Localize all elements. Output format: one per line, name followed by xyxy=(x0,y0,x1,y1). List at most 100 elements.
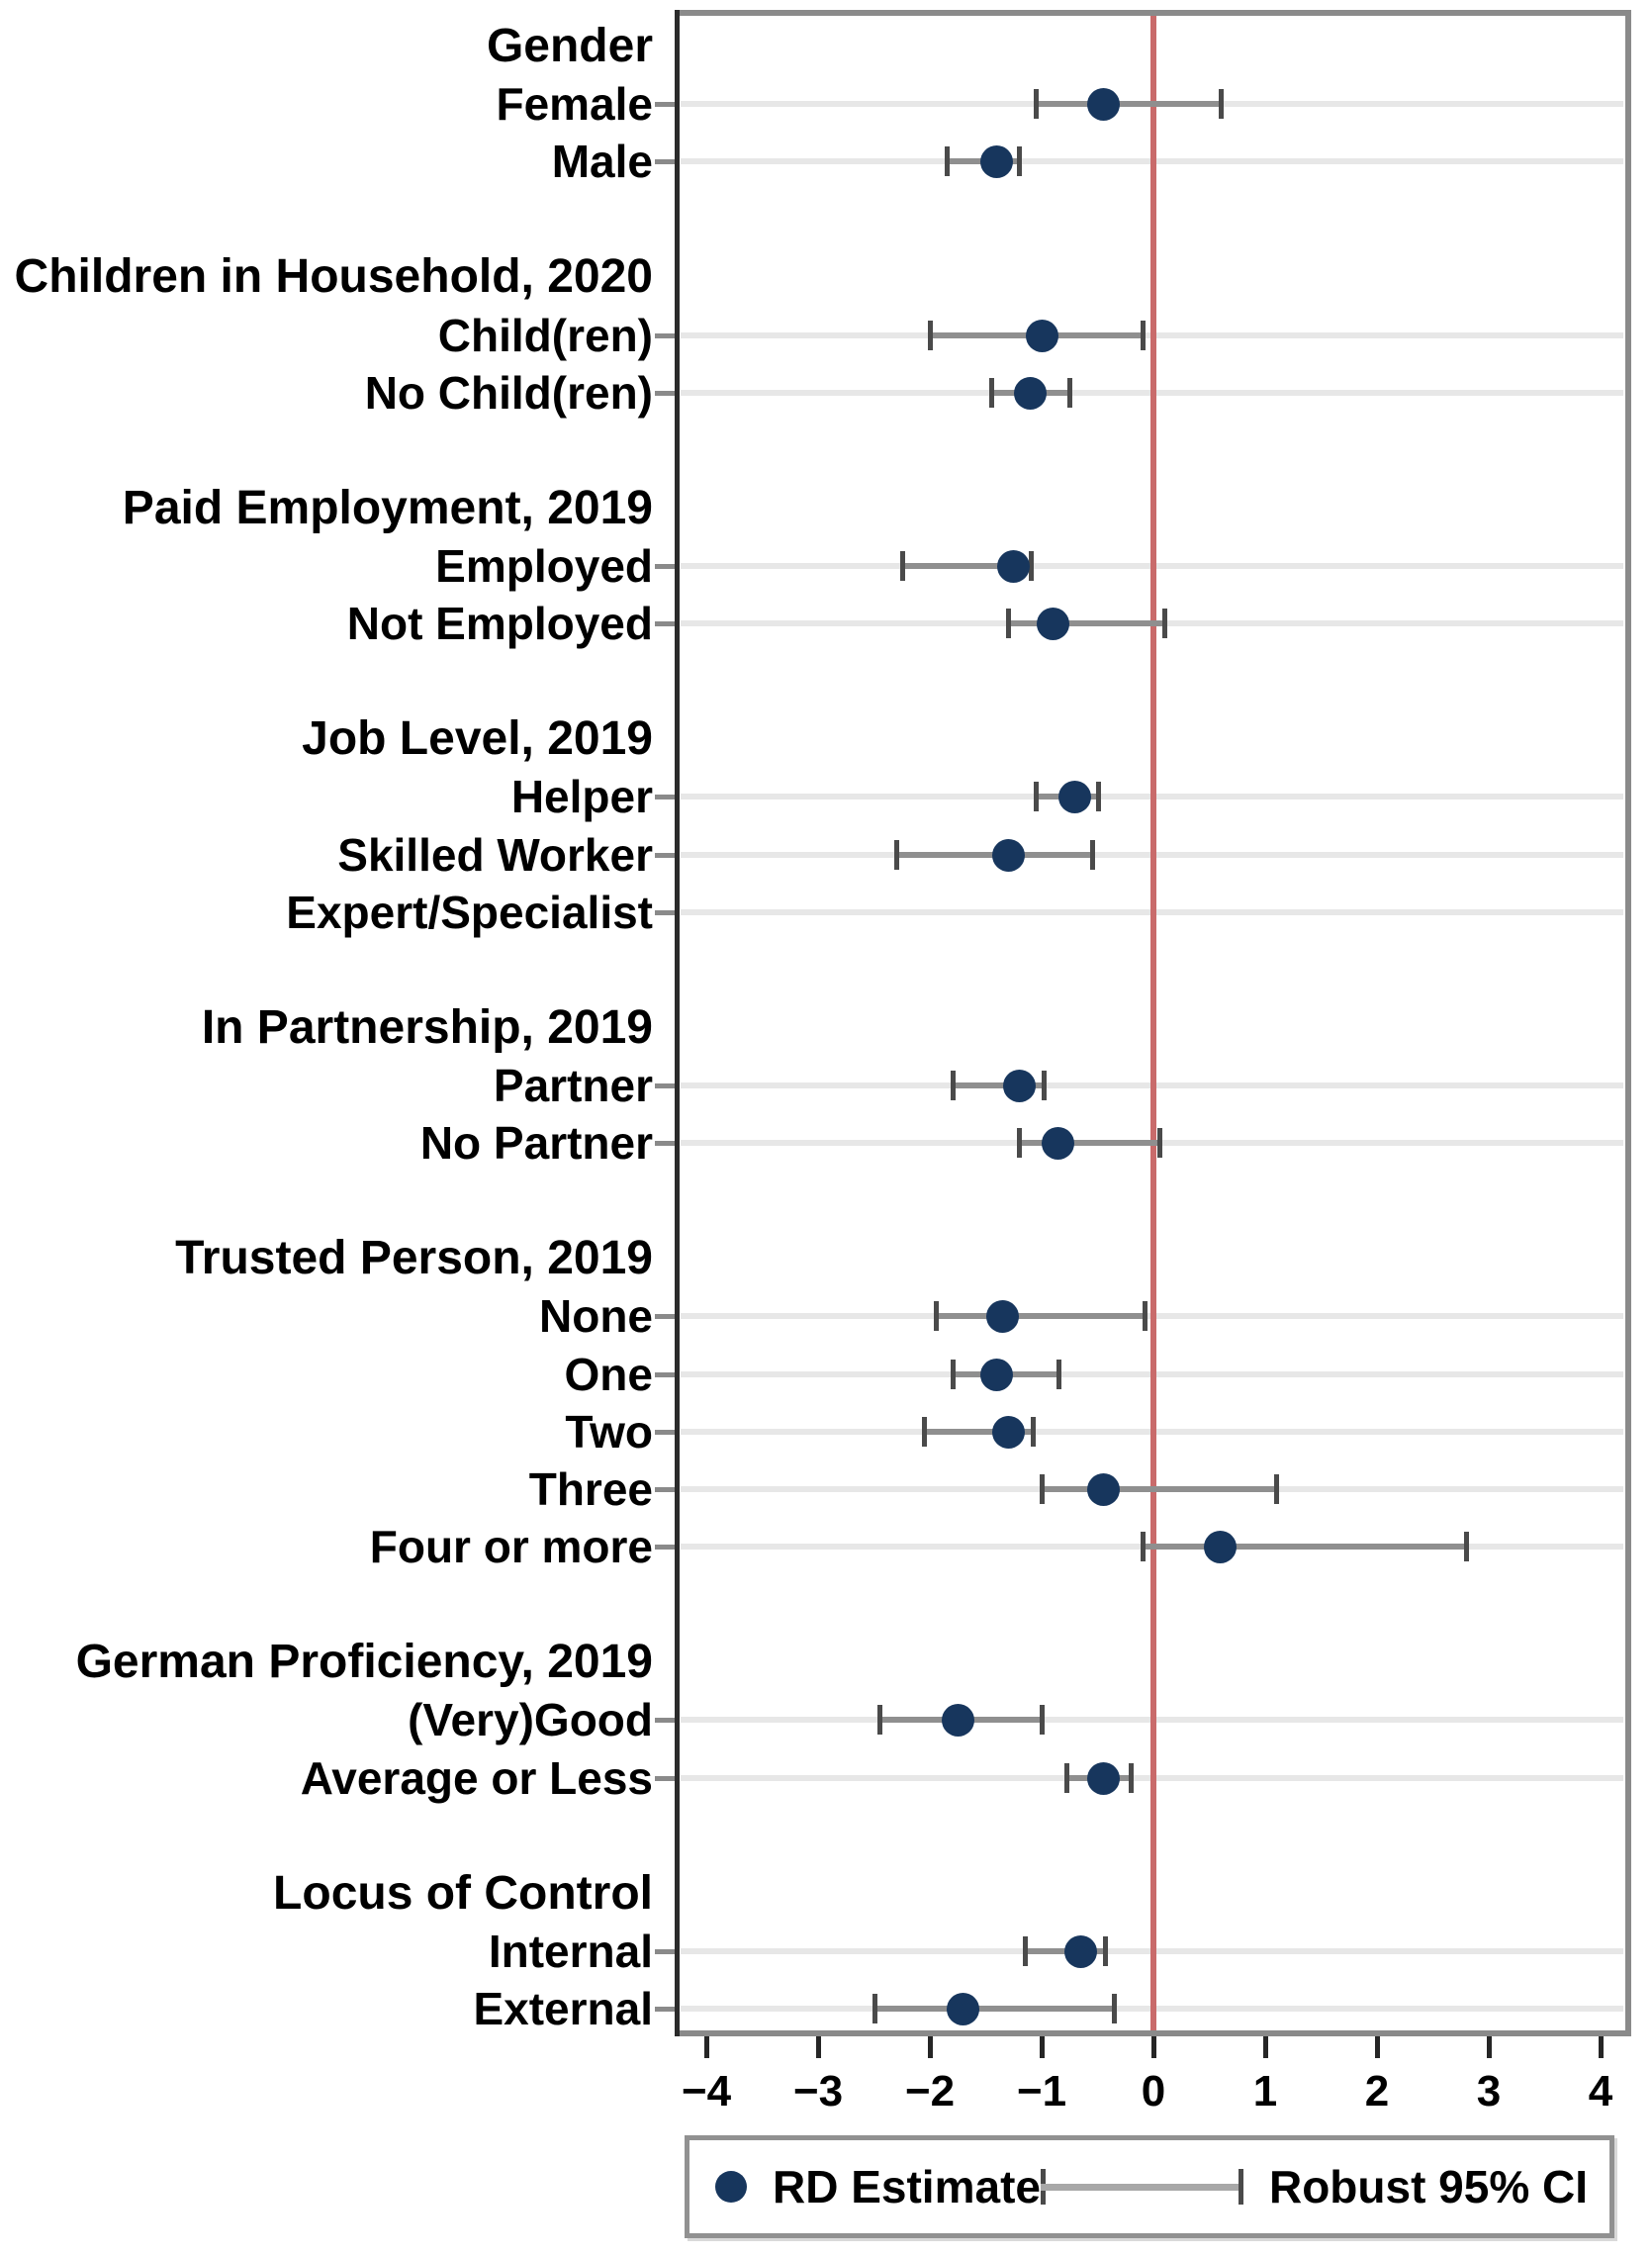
row-label: One xyxy=(564,1349,653,1400)
plot-frame-right xyxy=(1625,10,1631,2036)
plot-frame-top xyxy=(675,10,1631,16)
estimate-dot xyxy=(1058,780,1092,813)
row-label: Employed xyxy=(435,540,653,592)
ci-cap-left xyxy=(1023,1936,1029,1966)
group-header-label: German Proficiency, 2019 xyxy=(75,1636,653,1688)
x-axis-tick-label: 0 xyxy=(1141,2067,1166,2116)
row-label: No Child(ren) xyxy=(364,367,653,419)
x-axis-tick xyxy=(704,2036,709,2058)
legend-ci-cap-right xyxy=(1238,2169,1243,2205)
y-axis-tick xyxy=(655,1083,679,1088)
ci-cap-left xyxy=(872,1994,877,2023)
ci-line xyxy=(1142,1544,1467,1550)
legend-box: RD Estimate Robust 95% CI xyxy=(685,2135,1614,2238)
ci-cap-left xyxy=(1140,1532,1146,1561)
y-axis-tick xyxy=(655,1487,679,1492)
estimate-dot xyxy=(1064,1934,1098,1968)
estimate-dot xyxy=(1042,1126,1075,1160)
estimate-dot xyxy=(947,1992,980,2025)
y-axis-tick xyxy=(655,564,679,569)
ci-cap-left xyxy=(933,1301,939,1331)
estimate-dot xyxy=(1204,1530,1238,1563)
ci-line xyxy=(1019,1140,1159,1146)
y-axis-tick xyxy=(655,1141,679,1146)
ci-cap-left xyxy=(944,146,950,176)
x-axis-tick-label: −4 xyxy=(681,2067,732,2116)
ci-cap-left xyxy=(899,551,905,581)
x-axis-tick xyxy=(1375,2036,1380,2058)
y-axis-line xyxy=(675,10,680,2036)
ci-cap-right xyxy=(1218,89,1224,119)
ci-cap-right xyxy=(1274,1474,1280,1504)
row-label: Child(ren) xyxy=(437,310,653,361)
x-axis-tick xyxy=(1151,2036,1156,2058)
estimate-dot xyxy=(1086,1472,1120,1506)
estimate-dot xyxy=(1086,1761,1120,1795)
estimate-dot xyxy=(980,144,1014,178)
x-axis-tick xyxy=(1040,2036,1045,2058)
estimate-dot xyxy=(941,1703,974,1737)
x-axis-tick-label: −3 xyxy=(792,2067,844,2116)
ci-cap-right xyxy=(1028,551,1034,581)
row-label: No Partner xyxy=(419,1117,653,1169)
ci-cap-right xyxy=(1112,1994,1118,2023)
group-header-label: In Partnership, 2019 xyxy=(201,1001,653,1054)
ci-cap-right xyxy=(1103,1936,1109,1966)
x-axis-tick xyxy=(816,2036,821,2058)
y-axis-tick xyxy=(655,910,679,915)
y-axis-tick xyxy=(655,1949,679,1954)
ci-cap-left xyxy=(1063,1763,1069,1793)
ci-cap-left xyxy=(928,321,933,350)
ci-line xyxy=(901,563,1031,569)
ci-cap-right xyxy=(1040,1705,1045,1735)
group-header-label: Paid Employment, 2019 xyxy=(122,482,653,534)
ci-cap-right xyxy=(1095,782,1101,811)
y-axis-tick xyxy=(655,795,679,799)
ci-cap-left xyxy=(1017,1128,1023,1158)
row-label: Female xyxy=(496,78,653,130)
row-label: (Very)Good xyxy=(408,1694,653,1745)
row-label: Four or more xyxy=(369,1521,653,1572)
ci-cap-left xyxy=(1040,1474,1045,1504)
ci-line xyxy=(873,2006,1115,2012)
row-label: Internal xyxy=(488,1926,653,1977)
row-label: Male xyxy=(551,136,653,187)
x-axis-tick-label: 1 xyxy=(1252,2067,1278,2116)
estimate-dot xyxy=(997,549,1031,583)
y-axis-tick xyxy=(655,1314,679,1319)
x-axis-tick-label: −2 xyxy=(904,2067,956,2116)
ci-line xyxy=(1008,620,1165,626)
ci-line xyxy=(1036,101,1221,107)
ci-cap-right xyxy=(1067,378,1073,408)
ci-cap-left xyxy=(1034,782,1040,811)
y-axis-tick xyxy=(655,1372,679,1377)
ci-cap-right xyxy=(1030,1417,1036,1447)
ci-cap-right xyxy=(1055,1360,1061,1389)
group-header-label: Job Level, 2019 xyxy=(302,712,653,765)
y-axis-tick xyxy=(655,2007,679,2012)
row-label: Three xyxy=(528,1463,653,1515)
estimate-dot xyxy=(991,838,1025,872)
row-label: Not Employed xyxy=(346,598,653,649)
row-label: Two xyxy=(565,1406,653,1458)
y-axis-tick xyxy=(655,333,679,338)
row-label: None xyxy=(539,1290,653,1342)
y-axis-tick xyxy=(655,621,679,626)
x-axis-tick xyxy=(928,2036,933,2058)
group-header-label: Trusted Person, 2019 xyxy=(175,1232,653,1284)
row-label: Expert/Specialist xyxy=(286,887,653,938)
zero-reference-line xyxy=(1150,14,1156,2030)
ci-cap-right xyxy=(1042,1071,1048,1100)
ci-cap-left xyxy=(877,1705,883,1735)
estimate-dot xyxy=(1086,87,1120,121)
ci-cap-left xyxy=(1034,89,1040,119)
estimate-dot xyxy=(1036,607,1069,640)
estimate-dot xyxy=(1014,376,1048,410)
ci-cap-right xyxy=(1162,609,1168,638)
y-axis-tick xyxy=(655,1776,679,1781)
y-axis-tick xyxy=(655,1430,679,1435)
row-label: Skilled Worker xyxy=(337,829,653,881)
ci-cap-right xyxy=(1017,146,1023,176)
y-axis-tick xyxy=(655,102,679,107)
